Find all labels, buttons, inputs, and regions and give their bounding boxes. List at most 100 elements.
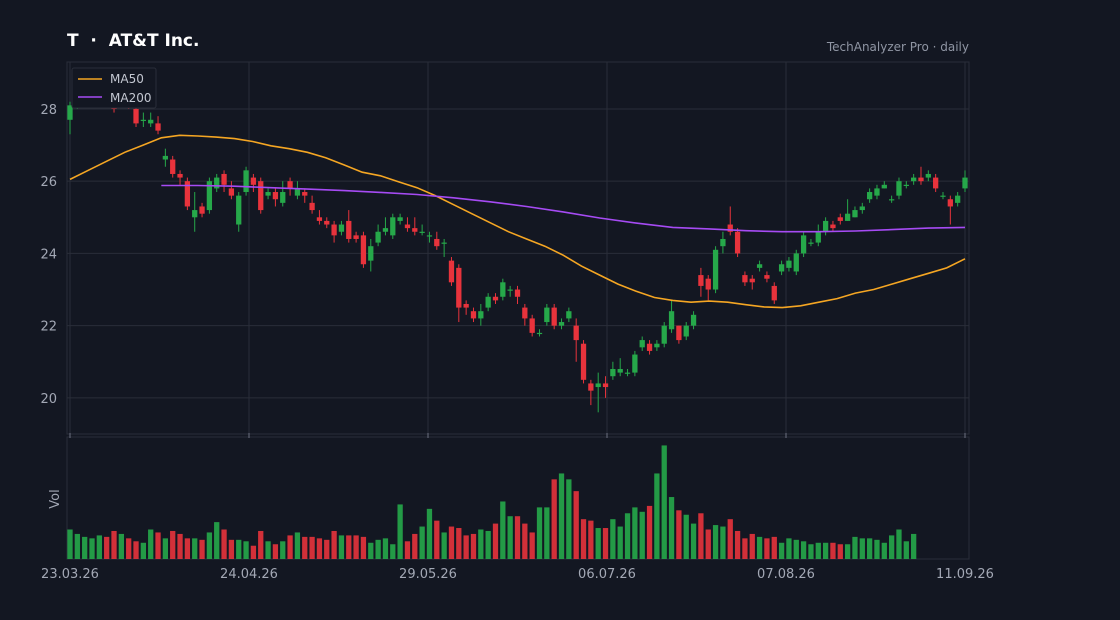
volume-bar <box>837 544 843 559</box>
candle-body <box>786 260 792 268</box>
candle-body <box>441 242 447 244</box>
candle-body <box>529 318 535 333</box>
candle-body <box>243 170 249 193</box>
candle-body <box>390 217 396 236</box>
candle-body <box>617 368 623 373</box>
volume-bar <box>74 533 80 559</box>
candle-body <box>793 253 799 272</box>
volume-bar <box>478 529 484 559</box>
volume-bar <box>844 544 851 559</box>
volume-bar <box>522 523 528 559</box>
candle-body <box>434 238 440 247</box>
volume-bar <box>309 536 315 559</box>
candle-body <box>507 289 513 291</box>
moving-averages <box>69 134 966 309</box>
volume-bar <box>793 539 799 559</box>
candle-body <box>690 314 697 326</box>
candle-body <box>558 322 565 326</box>
candle-body <box>522 307 528 319</box>
volume-bar <box>294 532 301 559</box>
volume-bar <box>617 526 623 559</box>
candle-body <box>573 325 579 341</box>
volume-bar <box>654 473 660 559</box>
candle-body <box>280 192 286 203</box>
volume-bar <box>690 523 697 559</box>
candle-body <box>940 195 946 197</box>
candle-body <box>918 177 924 182</box>
volume-bar <box>111 530 117 559</box>
candle-body <box>668 311 675 330</box>
volume-bar <box>463 535 469 559</box>
candle-body <box>712 249 719 290</box>
candle-body <box>771 285 777 301</box>
volume-bar <box>815 542 821 559</box>
volume-bar <box>118 533 124 559</box>
volume-bar <box>192 538 198 559</box>
candle-body <box>500 282 506 297</box>
candle-body <box>536 332 543 335</box>
volume-bar <box>360 536 367 559</box>
volume-bar <box>184 538 191 559</box>
volume-bar <box>866 538 873 559</box>
candle-body <box>192 210 198 218</box>
volume-bar <box>140 542 147 559</box>
volume-bar <box>749 533 755 559</box>
candle-body <box>830 224 836 229</box>
volume-bar <box>536 507 543 559</box>
candle-body <box>155 123 161 131</box>
volume-bar <box>441 532 447 559</box>
volume-bar <box>566 479 572 559</box>
candle-body <box>646 343 653 351</box>
volume-bar <box>456 528 462 559</box>
candle-body <box>822 220 829 232</box>
volume-bar <box>676 510 682 559</box>
volume-bar <box>177 533 183 559</box>
volume-bar <box>874 539 880 559</box>
volume-bar <box>199 539 205 559</box>
candle-body <box>874 188 880 196</box>
candle-body <box>214 177 220 189</box>
candle-body <box>404 224 411 229</box>
volume-bar <box>742 538 748 559</box>
candle-body <box>947 199 953 207</box>
volume-bar <box>881 542 887 559</box>
volume-bar <box>888 535 895 559</box>
volume-bar <box>558 473 565 559</box>
candle-body <box>896 181 902 196</box>
ma50-line <box>69 134 966 309</box>
volume-bar <box>375 539 381 559</box>
x-tick-label: 23.03.26 <box>41 567 99 582</box>
candle-body <box>346 220 352 239</box>
volume-bar <box>89 538 95 559</box>
candle-body <box>199 206 205 214</box>
volume-bar <box>529 532 535 559</box>
candle-body <box>705 278 711 290</box>
candle-body <box>302 192 308 196</box>
candle-body <box>397 217 403 221</box>
volume-bar <box>610 519 616 559</box>
volume-bar <box>514 516 521 559</box>
volume-bar <box>404 541 411 559</box>
candle-body <box>382 228 389 232</box>
chart-title: T · AT&T Inc. <box>67 31 200 51</box>
candle-body <box>184 181 191 207</box>
candle-body <box>933 177 939 189</box>
candle-body <box>492 296 499 301</box>
candlesticks <box>67 80 968 413</box>
volume-bar <box>243 541 249 559</box>
candle-body <box>837 217 843 221</box>
volume-bar <box>206 532 213 559</box>
volume-bar <box>346 535 352 559</box>
x-tick-label: 06.07.26 <box>578 567 636 582</box>
candle-body <box>698 275 704 286</box>
volume-bar <box>639 511 645 559</box>
candle-body <box>177 173 183 178</box>
volume-bar <box>786 538 792 559</box>
candle-body <box>676 325 682 341</box>
grid-lines <box>67 62 969 434</box>
y-tick-label: 26 <box>40 175 57 190</box>
candle-body <box>654 343 660 348</box>
volume-bar <box>551 479 557 559</box>
volume-bar <box>580 519 587 559</box>
volume-bar <box>67 529 73 559</box>
